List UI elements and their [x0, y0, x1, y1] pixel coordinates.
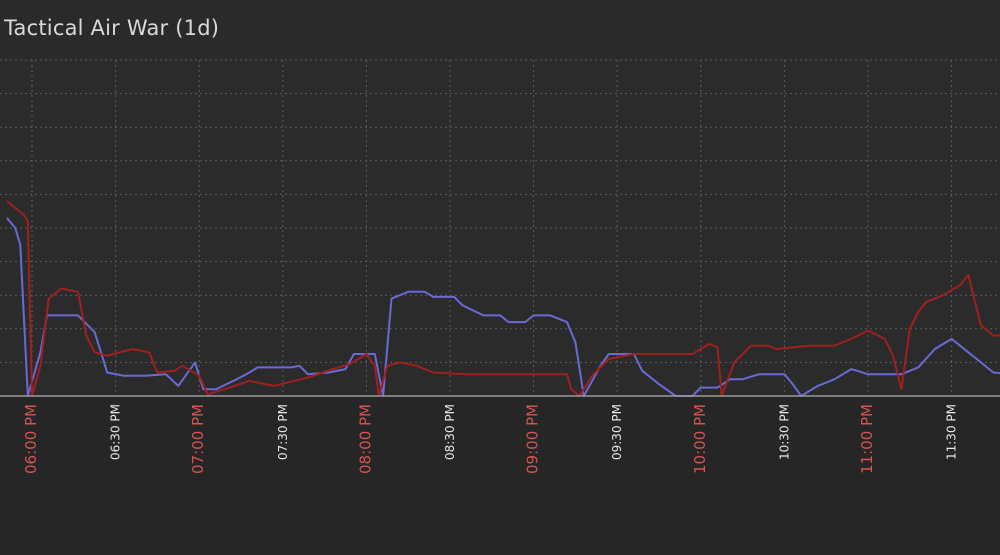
x-tick-label: 08:00 PM [356, 404, 374, 474]
x-tick-label: 07:00 PM [189, 404, 207, 474]
chart-title: Tactical Air War (1d) [4, 16, 220, 40]
x-tick-label: 08:30 PM [443, 404, 457, 460]
x-tick-label: 06:30 PM [109, 404, 123, 460]
chart-header: Tactical Air War (1d) [0, 0, 1000, 60]
grid-lines [0, 59, 1000, 396]
x-tick-label: 11:30 PM [945, 404, 959, 460]
x-tick-labels: 06:00 PM 06:30 PM 07:00 PM 07:30 PM 08:00 PM… [22, 404, 959, 474]
series-group [6, 200, 1000, 397]
x-tick-label: 09:00 PM [524, 404, 542, 474]
series-line-2 [6, 200, 1000, 397]
x-tick-label: 06:00 PM [22, 404, 40, 474]
x-tick-label: 09:30 PM [610, 404, 624, 460]
x-tick-label: 10:30 PM [777, 404, 791, 460]
x-tick-label: 11:00 PM [858, 404, 876, 474]
x-tick-label: 10:00 PM [691, 404, 709, 474]
x-tick-label: 07:30 PM [276, 404, 290, 460]
